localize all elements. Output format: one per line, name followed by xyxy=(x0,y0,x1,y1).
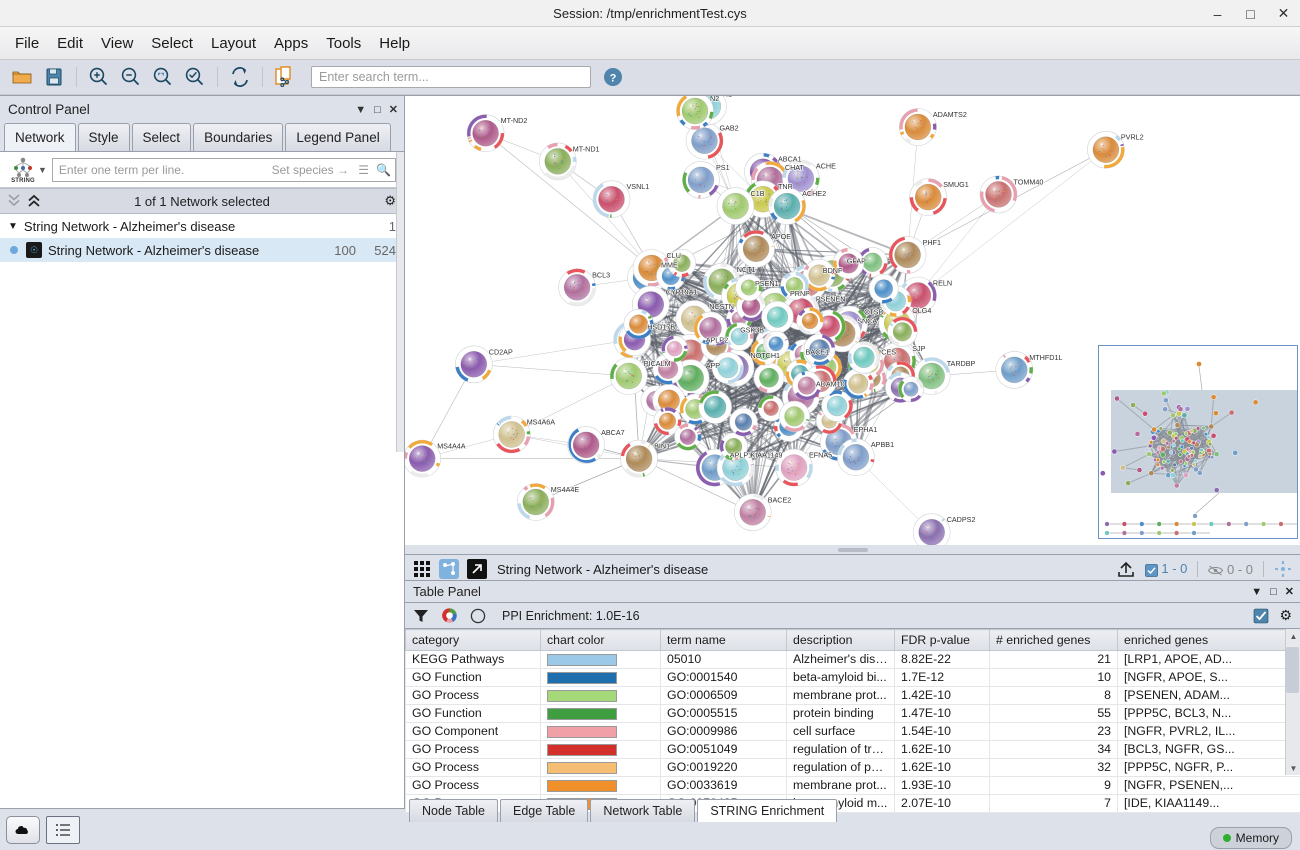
svg-text:CES: CES xyxy=(881,347,896,356)
svg-text:CLU: CLU xyxy=(667,251,681,260)
svg-text:CADPS2: CADPS2 xyxy=(947,515,976,524)
svg-text:EFNA5: EFNA5 xyxy=(809,451,832,460)
svg-text:NOTCH1: NOTCH1 xyxy=(751,351,781,360)
svg-text:PHF1: PHF1 xyxy=(923,238,941,247)
svg-text:CHAT: CHAT xyxy=(785,163,805,172)
svg-text:ACHE2: ACHE2 xyxy=(802,189,826,198)
svg-text:MT-ND1: MT-ND1 xyxy=(573,144,600,153)
svg-text:BACE1: BACE1 xyxy=(806,347,830,356)
svg-text:CD2AP: CD2AP xyxy=(489,347,513,356)
svg-text:TARDBP: TARDBP xyxy=(947,359,976,368)
svg-text:KIAA1149: KIAA1149 xyxy=(751,451,783,460)
svg-text:BACE2: BACE2 xyxy=(768,495,792,504)
svg-text:BDNF: BDNF xyxy=(823,266,843,275)
svg-text:PSEN1: PSEN1 xyxy=(755,279,779,288)
svg-text:ADAM10: ADAM10 xyxy=(816,380,845,389)
svg-text:APBB1: APBB1 xyxy=(871,440,894,449)
svg-text:PICALM: PICALM xyxy=(644,359,671,368)
svg-text:EPHA1: EPHA1 xyxy=(854,425,878,434)
svg-text:APLP1: APLP1 xyxy=(730,451,752,460)
svg-text:TOMM40: TOMM40 xyxy=(1014,177,1044,186)
svg-text:MTHFD1L: MTHFD1L xyxy=(1029,353,1062,362)
svg-text:SJP: SJP xyxy=(912,344,925,353)
svg-text:MS4A4A: MS4A4A xyxy=(437,442,466,451)
svg-text:RELN: RELN xyxy=(933,279,952,288)
svg-text:PRNP: PRNP xyxy=(790,289,810,298)
svg-text:CTSD: CTSD xyxy=(864,307,884,316)
svg-text:MS4A4E: MS4A4E xyxy=(551,485,580,494)
svg-text:ABCA7: ABCA7 xyxy=(601,428,625,437)
svg-text:PSENEN: PSENEN xyxy=(816,294,846,303)
svg-text:NCT1: NCT1 xyxy=(737,265,756,274)
svg-text:TNR: TNR xyxy=(778,182,793,191)
svg-text:BIN1: BIN1 xyxy=(654,442,670,451)
svg-text:MME: MME xyxy=(661,261,678,270)
svg-text:GAB2: GAB2 xyxy=(720,124,739,133)
svg-text:PS1: PS1 xyxy=(716,163,730,172)
svg-text:NCSTN: NCSTN xyxy=(709,302,734,311)
svg-text:SMUG1: SMUG1 xyxy=(943,180,969,189)
svg-text:MS4A6A: MS4A6A xyxy=(527,418,556,427)
svg-text:BCL3: BCL3 xyxy=(592,270,610,279)
svg-text:APOE: APOE xyxy=(771,232,791,241)
svg-text:SNCA: SNCA xyxy=(857,316,877,325)
svg-text:N2: N2 xyxy=(710,96,719,103)
svg-text:GSK3B: GSK3B xyxy=(740,325,764,334)
svg-text:APP: APP xyxy=(706,361,721,370)
svg-text:GFAP: GFAP xyxy=(847,257,866,266)
svg-text:N1: N1 xyxy=(723,96,732,98)
svg-text:HSD17B: HSD17B xyxy=(647,323,675,332)
svg-text:ACHE: ACHE xyxy=(816,162,836,171)
svg-text:CYP19A1: CYP19A1 xyxy=(666,288,698,297)
svg-text:VSNL1: VSNL1 xyxy=(627,182,650,191)
svg-text:APLP2: APLP2 xyxy=(706,336,728,345)
svg-text:MT-ND2: MT-ND2 xyxy=(501,116,528,125)
svg-text:ADAMTS2: ADAMTS2 xyxy=(933,110,967,119)
svg-text:?: ? xyxy=(610,73,617,85)
svg-text:C1B: C1B xyxy=(751,189,765,198)
svg-text:OLG4: OLG4 xyxy=(912,306,931,315)
svg-text:PVRL2: PVRL2 xyxy=(1121,133,1144,142)
